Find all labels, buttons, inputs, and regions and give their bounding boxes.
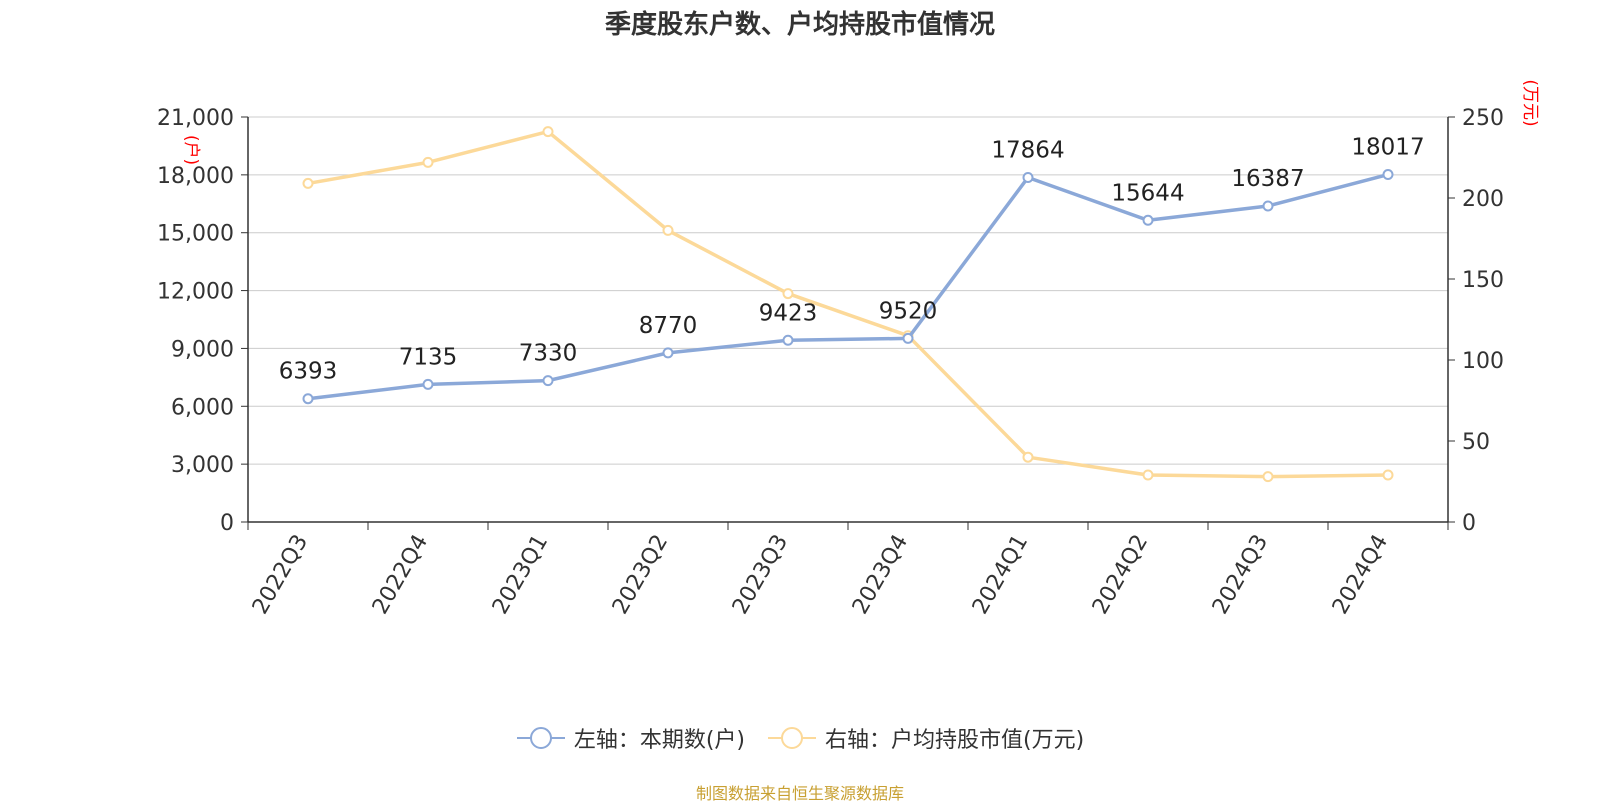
x-axis-tick-label: 2022Q3	[248, 531, 313, 619]
legend: 左轴：本期数(户) 右轴：户均持股市值(万元)	[0, 722, 1600, 754]
right-axis-tick-label: 100	[1462, 349, 1504, 374]
series-point-right	[662, 224, 674, 236]
series-point-right	[1382, 469, 1394, 481]
series-point-left	[662, 347, 674, 359]
data-label: 16387	[1231, 166, 1304, 192]
right-axis-tick-label: 50	[1462, 430, 1490, 455]
right-axis-unit: (万元)	[1520, 79, 1540, 126]
series-point-right	[302, 177, 314, 189]
series-point-right	[782, 288, 794, 300]
data-labels: 6393 7135 7330 8770 9423 9520 17864 15644 16387 1…	[279, 135, 1425, 385]
series-line-left	[307, 172, 1389, 401]
x-axis-tick-label: 2023Q3	[728, 531, 793, 619]
source-note: 制图数据来自恒生聚源数据库	[695, 784, 904, 803]
x-axis-tick-label: 2024Q4	[1328, 531, 1393, 619]
x-axis-tick-label: 2022Q4	[368, 531, 433, 619]
x-axis-tick-label: 2023Q1	[488, 531, 553, 619]
left-axis-tick-label: 6,000	[171, 395, 234, 420]
series-line-right	[307, 129, 1389, 479]
x-axis-tick-label: 2024Q3	[1208, 531, 1273, 619]
legend-label-right: 右轴：户均持股市值(万元)	[825, 728, 1085, 753]
series-point-right	[422, 156, 434, 168]
series-point-right	[1022, 451, 1034, 463]
data-label: 9423	[759, 300, 818, 326]
series-point-left	[302, 393, 314, 405]
x-axis-tick-label: 2024Q2	[1088, 531, 1153, 619]
left-axis-tick-label: 3,000	[171, 453, 234, 478]
legend-item-right-series[interactable]: 右轴：户均持股市值(万元)	[767, 722, 1084, 754]
right-axis-tick-label: 250	[1462, 106, 1504, 131]
x-axis-tick-label: 2023Q4	[848, 531, 913, 619]
x-axis-tick-label: 2024Q1	[968, 531, 1033, 619]
series-point-left	[422, 378, 434, 390]
right-axis-tick-label: 150	[1462, 268, 1504, 293]
left-axis-unit: (户)	[181, 135, 201, 165]
series-point-left	[1382, 169, 1394, 181]
series-point-right	[542, 126, 554, 138]
left-axis-tick-label: 15,000	[157, 222, 234, 247]
legend-marker-left-icon	[516, 727, 565, 749]
series-point-left	[782, 334, 794, 346]
axes: 0 3,000 6,000 9,000 12,000 15,000 18,000 21,000…	[157, 79, 1540, 618]
grid-lines	[248, 116, 1448, 465]
series-point-left	[542, 375, 554, 387]
chart-title: 季度股东户数、户均持股市值情况	[604, 10, 995, 40]
data-label: 15644	[1111, 180, 1184, 206]
right-axis-tick-label: 0	[1462, 511, 1476, 536]
x-axis-tick-label: 2023Q2	[608, 531, 673, 619]
data-label: 7330	[519, 341, 578, 367]
left-axis-tick-label: 0	[220, 511, 234, 536]
data-label: 6393	[279, 359, 338, 385]
series-point-left	[1142, 214, 1154, 226]
right-axis-tick-label: 200	[1462, 187, 1504, 212]
data-label: 7135	[399, 344, 458, 370]
series-point-right	[1142, 469, 1154, 481]
data-label: 9520	[879, 298, 938, 324]
series-point-left	[1022, 171, 1034, 183]
series-layer	[302, 126, 1394, 483]
data-label: 18017	[1351, 135, 1424, 161]
legend-marker-right-icon	[768, 727, 816, 749]
left-axis-tick-label: 12,000	[157, 280, 234, 305]
left-axis-tick-label: 21,000	[157, 106, 234, 131]
series-point-left	[902, 332, 914, 344]
legend-label-left: 左轴：本期数(户)	[573, 728, 745, 753]
left-axis-tick-label: 18,000	[157, 164, 234, 189]
legend-item-left-series[interactable]: 左轴：本期数(户)	[516, 722, 745, 754]
left-axis-tick-label: 9,000	[171, 337, 234, 362]
data-label: 17864	[991, 137, 1064, 163]
series-point-left	[1262, 200, 1274, 212]
data-label: 8770	[639, 313, 698, 339]
series-point-right	[1262, 471, 1274, 483]
